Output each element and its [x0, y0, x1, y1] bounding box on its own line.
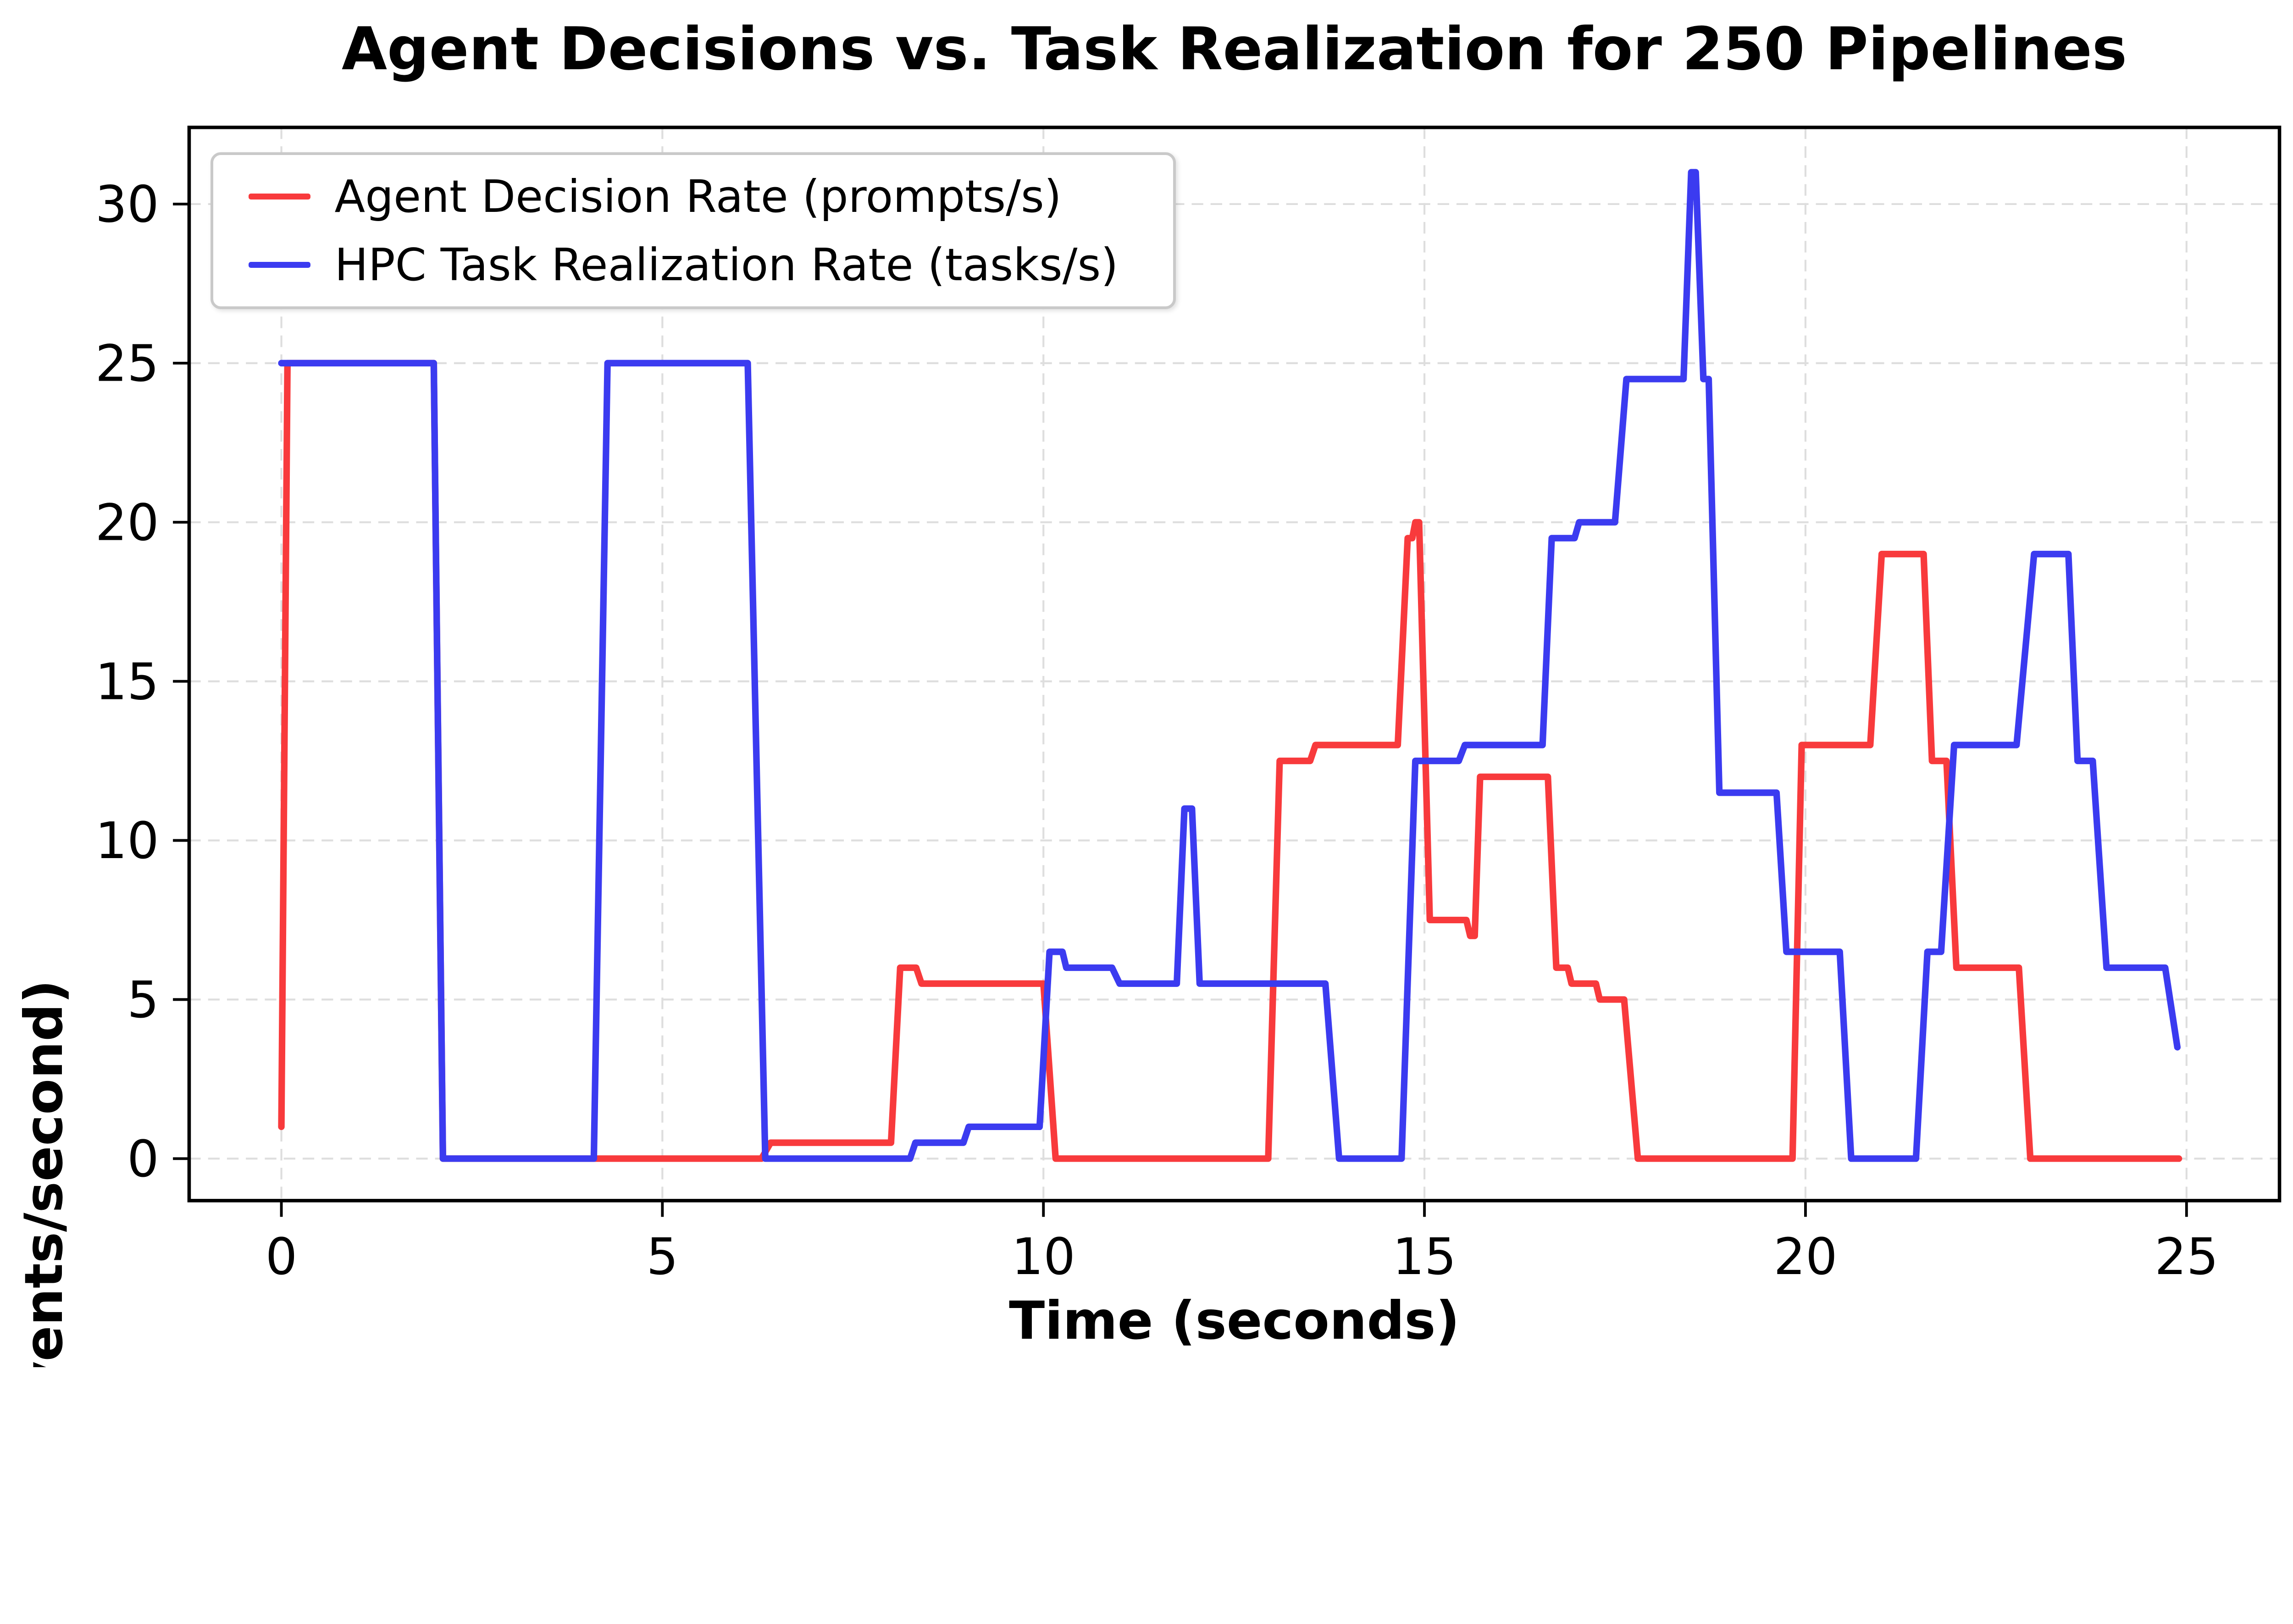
legend-label-agent-decision-rate: Agent Decision Rate (prompts/s) [334, 170, 1062, 223]
x-axis-label: Time (seconds) [1009, 1291, 1460, 1352]
x-tick-label: 25 [2155, 1227, 2218, 1286]
legend-label-hpc-task-realization-rate: HPC Task Realization Rate (tasks/s) [334, 238, 1119, 291]
y-tick-label: 25 [95, 334, 159, 393]
x-tick-label: 15 [1392, 1227, 1456, 1286]
y-tick-label: 10 [95, 811, 159, 870]
x-tick-label: 10 [1012, 1227, 1075, 1286]
legend-line-swatch-red [249, 194, 310, 200]
y-tick-label: 5 [127, 970, 159, 1029]
y-tick-label: 0 [127, 1130, 159, 1188]
y-tick-label: 30 [95, 175, 159, 234]
line-chart: 0 5 10 15 20 25 0 5 10 15 20 25 30 [95, 125, 2282, 1286]
legend-line-swatch-blue [249, 261, 310, 268]
x-tick-label: 20 [1773, 1227, 1837, 1286]
legend: Agent Decision Rate (prompts/s) HPC Task… [210, 152, 1176, 309]
figure: 0 5 10 15 20 25 0 5 10 15 20 25 30 Agent Decisions v… [13, 15, 2282, 1367]
plot-border [187, 125, 2282, 1203]
series-line-1 [278, 169, 2181, 1162]
legend-item-hpc-task-realization-rate: HPC Task Realization Rate (tasks/s) [249, 238, 1173, 292]
y-tick-label: 15 [95, 652, 159, 711]
x-tick-label: 0 [266, 1227, 298, 1286]
y-axis-label: Rate (events/second) [13, 979, 75, 1367]
chart-title: Agent Decisions vs. Task Realization for… [341, 15, 2127, 84]
x-tick-label: 5 [647, 1227, 679, 1286]
legend-item-agent-decision-rate: Agent Decision Rate (prompts/s) [249, 170, 1173, 223]
y-tick-label: 20 [95, 493, 159, 552]
series-line-0 [278, 360, 2182, 1162]
